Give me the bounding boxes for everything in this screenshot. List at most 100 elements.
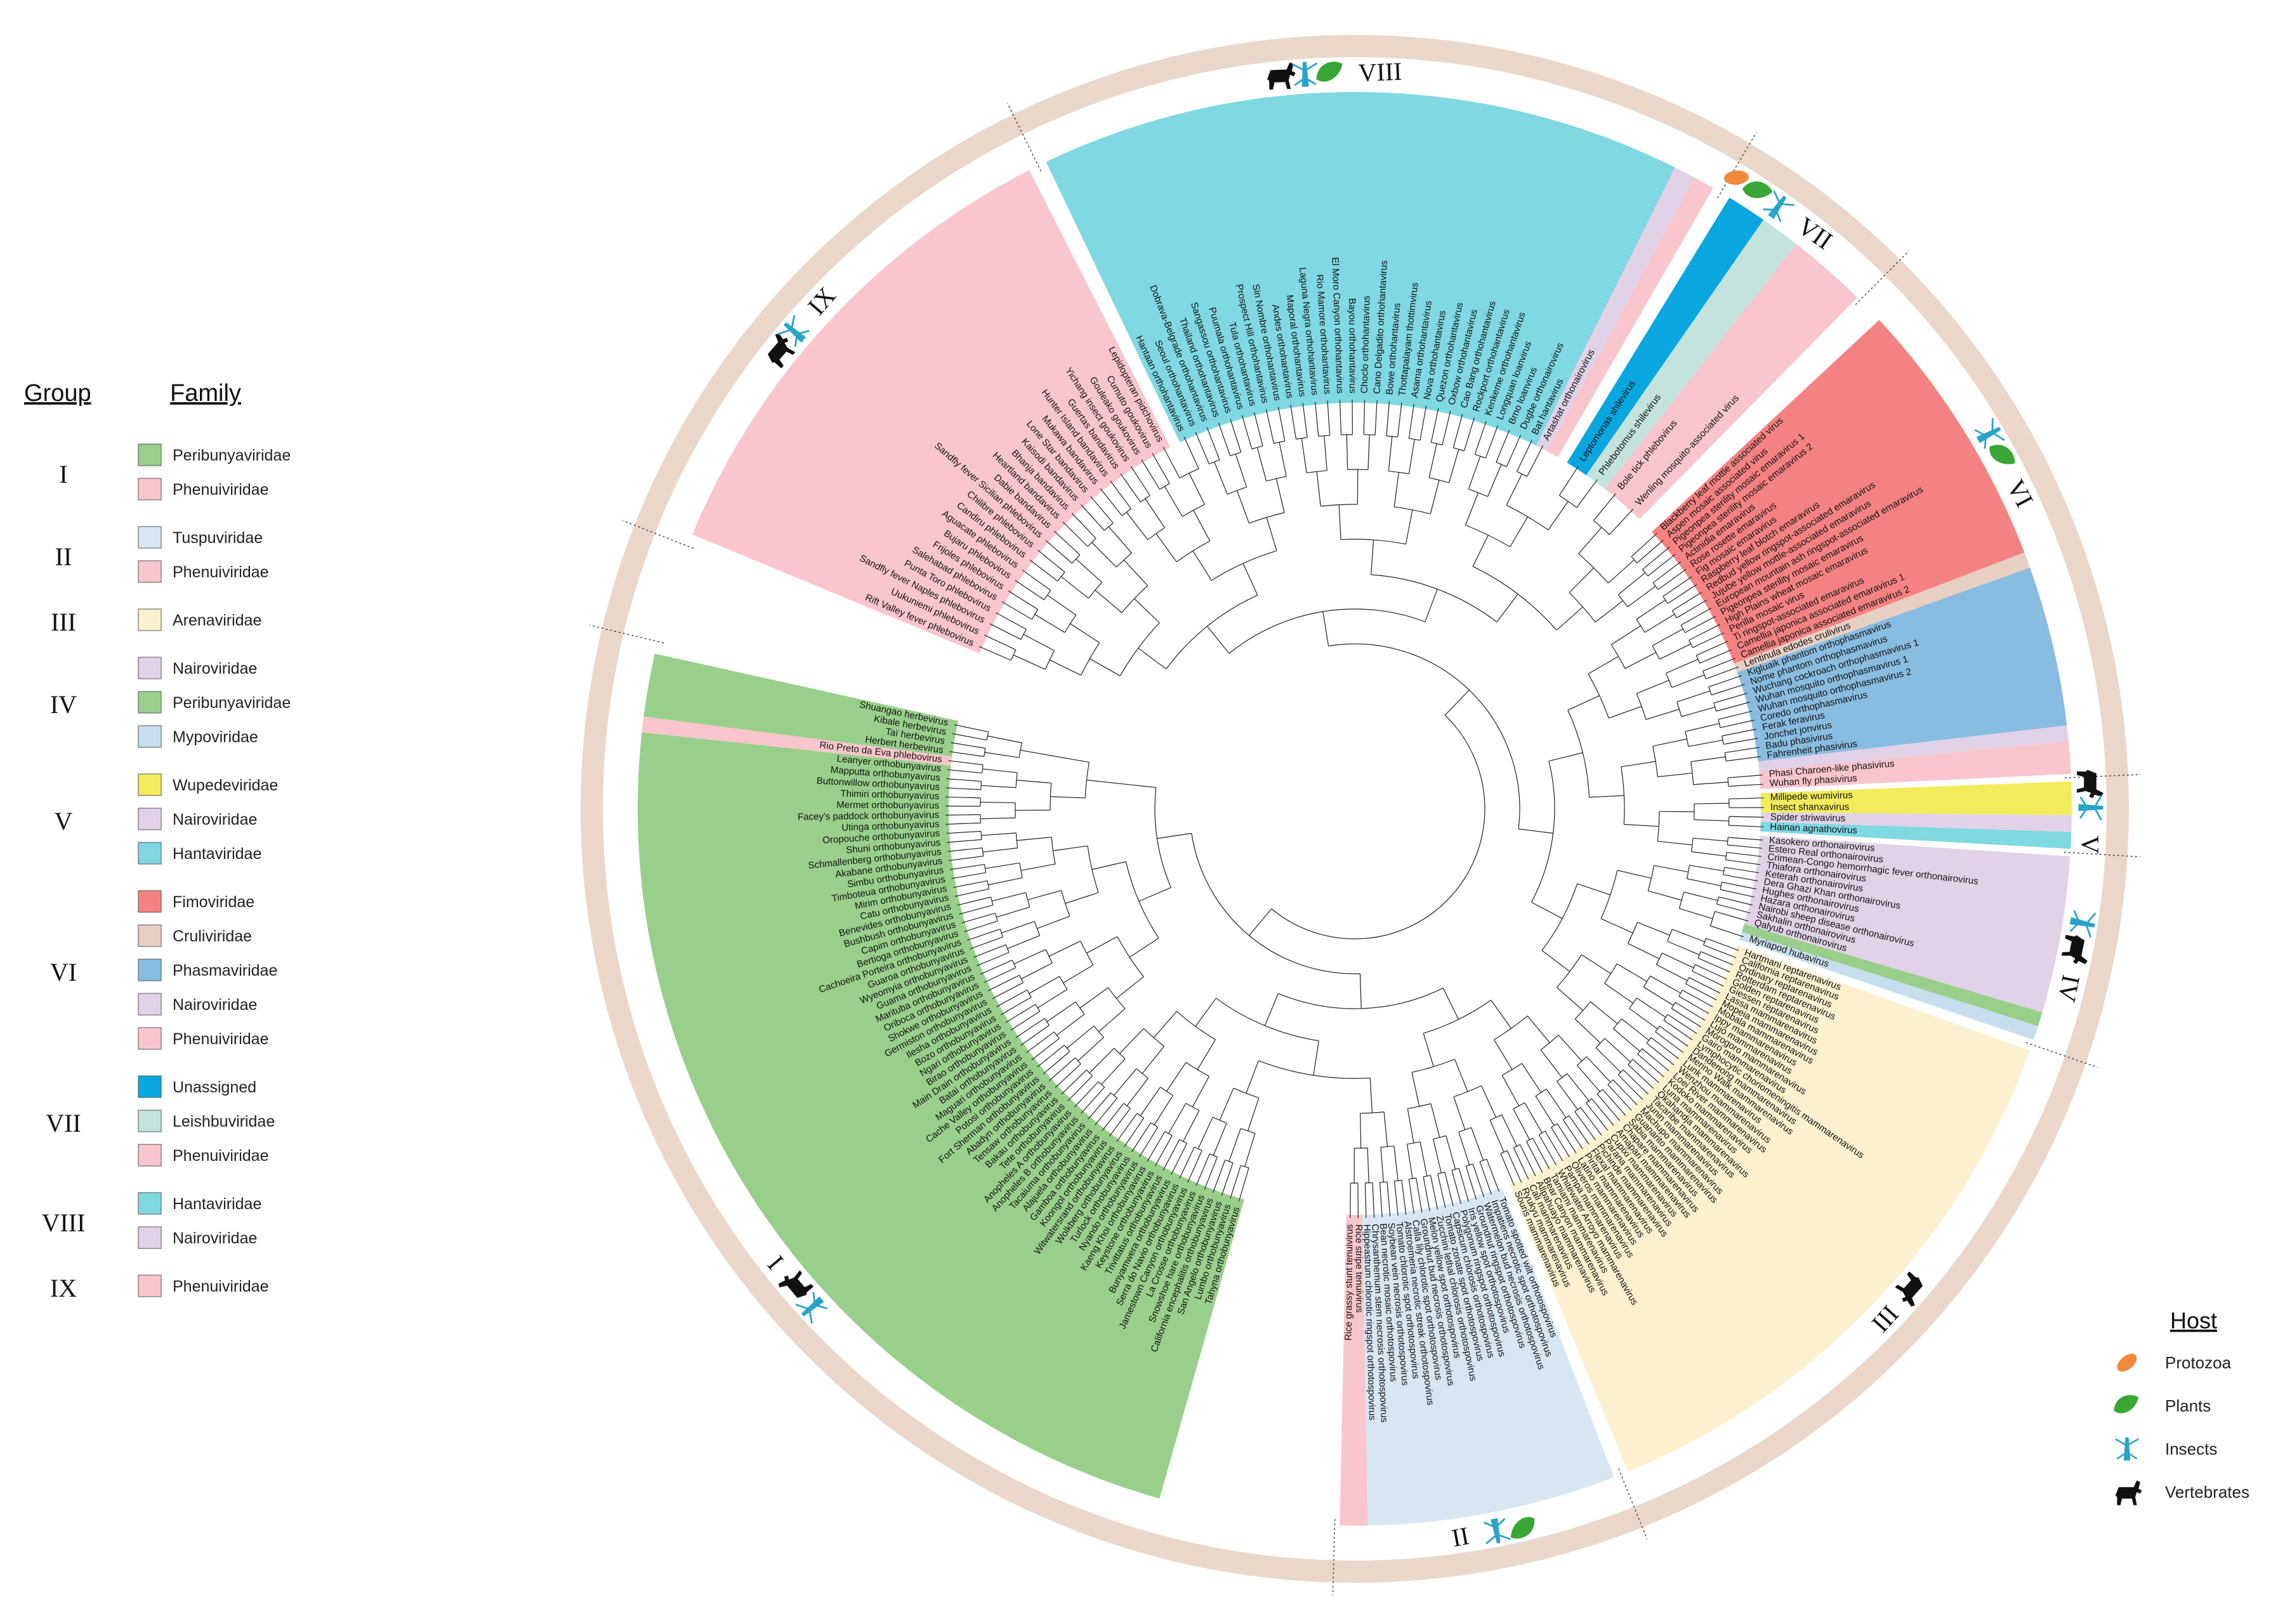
tree-branch bbox=[1034, 613, 1065, 633]
tree-branch bbox=[1001, 920, 1035, 934]
tree-branch bbox=[1648, 890, 1682, 901]
tree-branch bbox=[1558, 466, 1579, 496]
tip-label: Mermet orthobunyavirus bbox=[836, 799, 939, 811]
tree-branch bbox=[1692, 837, 1728, 842]
tree-branch bbox=[1728, 816, 1764, 818]
tree-branch bbox=[1037, 549, 1065, 573]
tree-branch bbox=[1001, 601, 1032, 620]
tree-branch bbox=[1600, 918, 1633, 934]
tree-arc bbox=[1241, 1165, 1249, 1169]
tree-branch bbox=[1141, 459, 1161, 490]
tree-branch bbox=[1632, 1059, 1659, 1084]
tree-branch bbox=[1531, 901, 1563, 919]
tree-branch bbox=[1053, 845, 1088, 851]
tree-branch bbox=[1408, 439, 1415, 474]
tree-branch bbox=[1617, 870, 1652, 879]
tree-branch bbox=[1588, 656, 1619, 674]
tree-branch bbox=[1386, 401, 1390, 436]
tree-branch bbox=[1001, 997, 1032, 1016]
legend-rows: Peribunyaviridae Phenuiviridae I Tuspuvirid… bbox=[42, 443, 291, 1302]
tree-branch bbox=[1027, 890, 1062, 901]
insect-icon bbox=[2078, 804, 2104, 811]
group-divider bbox=[1855, 250, 1910, 305]
tree-branch bbox=[1074, 1081, 1099, 1108]
tree-branch bbox=[1007, 935, 1040, 949]
tree-branch bbox=[1657, 773, 1693, 778]
tree-branch bbox=[1695, 641, 1728, 656]
legend-family-name: Nairoviridae bbox=[173, 660, 257, 678]
tree-branch bbox=[1607, 1084, 1632, 1111]
tree-branch bbox=[1636, 679, 1669, 694]
tree-branch bbox=[1676, 690, 1711, 703]
tree-arc bbox=[1164, 1131, 1173, 1136]
tree-branch bbox=[982, 768, 1018, 773]
tree-branch bbox=[1718, 896, 1753, 906]
sector-VII-segment-2 bbox=[1586, 219, 1796, 489]
tree-branch bbox=[1154, 1135, 1173, 1167]
tree-branch bbox=[946, 830, 982, 834]
tree-branch bbox=[1454, 1059, 1468, 1092]
tree-branch bbox=[1654, 865, 1689, 873]
tree-branch bbox=[1091, 861, 1126, 870]
tree-branch bbox=[1506, 435, 1522, 467]
tree-arc bbox=[1541, 883, 1578, 951]
dog-icon bbox=[2112, 1480, 2142, 1505]
tree-branch bbox=[1671, 929, 1705, 942]
tree-branch bbox=[1659, 1026, 1689, 1047]
legend-swatch bbox=[138, 993, 162, 1016]
tree-branch bbox=[1581, 954, 1611, 974]
tree-branch bbox=[1246, 1060, 1259, 1094]
tree-branch bbox=[1067, 1075, 1093, 1101]
tree-branch bbox=[985, 862, 1020, 869]
tree-branch bbox=[1631, 533, 1658, 557]
tree-branch bbox=[1046, 1001, 1076, 1023]
tree-arc bbox=[1725, 852, 1727, 860]
tree-branch bbox=[1116, 976, 1144, 999]
legend-swatch bbox=[138, 443, 162, 466]
tree-branch bbox=[1195, 431, 1209, 464]
tree-branch bbox=[1086, 780, 1156, 788]
tree-branch bbox=[1646, 1042, 1675, 1066]
tree-arc bbox=[1093, 1025, 1104, 1038]
tree-branch bbox=[1386, 1181, 1391, 1217]
tree-arc bbox=[1050, 783, 1052, 811]
tree-branch bbox=[1025, 1031, 1055, 1053]
tree-branch bbox=[1656, 964, 1688, 981]
host-legend-label: Insects bbox=[2165, 1439, 2217, 1458]
tree-branch bbox=[1612, 1079, 1638, 1106]
tree-branch bbox=[1166, 1062, 1187, 1092]
tree-branch bbox=[1647, 554, 1676, 577]
tree-branch bbox=[1047, 594, 1077, 615]
legend-swatch bbox=[138, 1110, 162, 1132]
tree-branch bbox=[1195, 998, 1216, 1027]
tree-branch bbox=[1076, 558, 1103, 583]
tree-branch bbox=[1629, 1008, 1658, 1030]
tree-arc bbox=[1027, 990, 1032, 998]
tree-branch bbox=[1506, 1150, 1522, 1183]
tree-branch bbox=[1324, 435, 1327, 471]
tree-branch bbox=[1088, 1092, 1112, 1120]
tree-branch bbox=[1408, 1179, 1414, 1214]
tree-branch bbox=[1667, 584, 1697, 604]
tree-arc bbox=[1121, 585, 1148, 613]
tree-branch bbox=[1491, 1000, 1512, 1029]
tree-branch bbox=[946, 778, 982, 782]
tree-branch bbox=[1242, 415, 1253, 449]
tree-branch bbox=[1419, 405, 1427, 441]
tree-branch bbox=[992, 892, 1026, 902]
tree-branch bbox=[1126, 1078, 1149, 1106]
tree-branch bbox=[1235, 454, 1248, 488]
tree-branch bbox=[1423, 1176, 1430, 1212]
legend-swatch bbox=[138, 1274, 162, 1297]
tree-arc bbox=[1517, 471, 1527, 477]
tree-branch bbox=[1521, 1063, 1542, 1093]
legend-group-roman: I bbox=[59, 460, 67, 488]
tree-branch bbox=[970, 936, 1003, 950]
tree-branch bbox=[1642, 547, 1670, 570]
legend-group-roman: VIII bbox=[42, 1208, 86, 1237]
tree-arc bbox=[1394, 506, 1431, 514]
dog-icon bbox=[778, 1270, 814, 1300]
tree-branch bbox=[1021, 962, 1053, 979]
tree-branch bbox=[1430, 1103, 1440, 1138]
tree-branch bbox=[1168, 1103, 1187, 1134]
